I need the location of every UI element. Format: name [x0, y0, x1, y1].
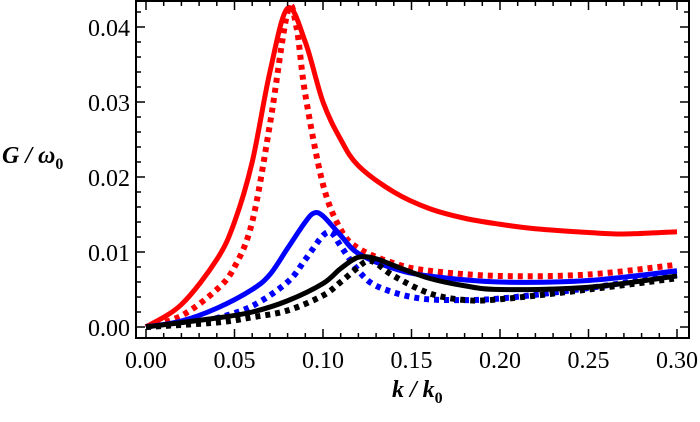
x-tick-label: 0.25 [568, 348, 610, 374]
y-tick-label: 0.00 [88, 316, 130, 342]
series-line-0 [144, 5, 678, 330]
x-axis-label: k / k0 [392, 377, 443, 407]
series-line-2 [145, 210, 678, 330]
plot-frame [135, 0, 690, 339]
y-tick-label: 0.04 [88, 16, 130, 42]
x-tick-label: 0.20 [479, 348, 521, 374]
tick-label-layer: 0.00 0.05 0.10 0.15 0.20 0.25 0.30 0.00 0.01 0.02… [88, 16, 698, 374]
series-line-4 [145, 254, 678, 330]
y-tick-label: 0.03 [88, 91, 130, 117]
y-tick-label: 0.02 [88, 166, 130, 192]
x-tick-label: 0.30 [656, 348, 698, 374]
x-tick-label: 0.00 [125, 348, 167, 374]
y-tick-label: 0.01 [88, 241, 130, 267]
x-tick-label: 0.05 [214, 348, 256, 374]
y-axis-label: G / ω0 [2, 143, 64, 173]
x-tick-label: 0.10 [302, 348, 344, 374]
axis-layer [135, 0, 690, 339]
series-layer [144, 2, 678, 330]
x-tick-label: 0.15 [391, 348, 433, 374]
